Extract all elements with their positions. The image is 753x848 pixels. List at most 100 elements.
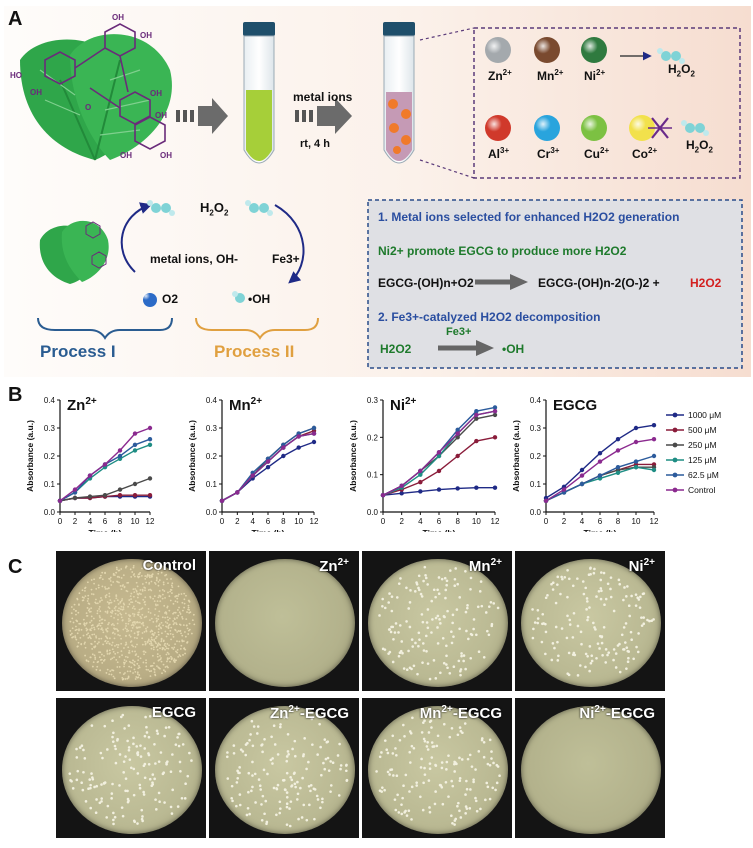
data-point xyxy=(281,453,286,459)
data-point xyxy=(147,442,153,447)
y-tick-label: 0.0 xyxy=(367,508,379,517)
data-point xyxy=(296,445,301,450)
mechanism-info-box xyxy=(367,199,743,369)
h2o2-label-active: H2O2 xyxy=(668,62,695,79)
process-arrow-1 xyxy=(176,98,228,134)
series-line-2 xyxy=(545,466,654,502)
legend-item: Control xyxy=(665,483,715,497)
cycle-arrow-right xyxy=(274,204,305,284)
data-point xyxy=(579,481,585,487)
data-point xyxy=(633,439,639,445)
process-2-label: Process II xyxy=(214,342,295,361)
equation-2-right: •OH xyxy=(502,342,525,356)
x-axis-label: Time (h) xyxy=(584,528,617,532)
y-tick-label: 0.3 xyxy=(367,396,379,405)
y-axis-label: Absorbance (a.u.) xyxy=(187,420,197,492)
plate-label: Mn2+-EGCG xyxy=(419,704,502,722)
data-point xyxy=(579,467,585,473)
inactive-co-label: Co2+ xyxy=(632,146,657,161)
data-point xyxy=(436,468,442,474)
x-tick-label: 8 xyxy=(616,517,621,526)
agar-plate xyxy=(368,559,508,687)
process-2-brace xyxy=(195,317,319,340)
y-tick-label: 0.3 xyxy=(530,424,542,433)
process-1-label: Process I xyxy=(40,342,116,361)
equation-left: EGCG-(OH)n+O2 xyxy=(378,276,474,290)
x-tick-label: 12 xyxy=(310,517,319,526)
data-point xyxy=(474,485,479,490)
x-tick-label: 0 xyxy=(220,517,225,526)
process-arrow-2 xyxy=(295,98,352,134)
equation-h2o2: H2O2 xyxy=(690,276,722,290)
active-zn-label: Zn2+ xyxy=(488,68,512,83)
x-axis-label: Time (h) xyxy=(423,528,456,532)
petri-dish-4: EGCG xyxy=(56,698,206,838)
legend-item: 125 μM xyxy=(665,453,717,467)
legend-item: 250 μM xyxy=(665,438,717,452)
data-point xyxy=(492,485,498,490)
y-tick-label: 0.0 xyxy=(530,508,542,517)
data-point xyxy=(543,498,549,503)
chart-title: Zn2+ xyxy=(67,396,97,414)
bacterial-colonies xyxy=(375,716,501,826)
data-point xyxy=(311,439,317,445)
legend-item: 500 μM xyxy=(665,423,717,437)
x-tick-label: 8 xyxy=(118,517,123,526)
data-point xyxy=(147,476,153,481)
y-tick-label: 0.1 xyxy=(367,471,379,480)
data-point xyxy=(561,487,567,492)
x-axis-label: Time (h) xyxy=(89,528,122,532)
svg-text:O: O xyxy=(85,103,91,112)
data-point xyxy=(265,459,271,464)
bacterial-colonies xyxy=(68,713,193,826)
data-point xyxy=(474,416,479,421)
data-point xyxy=(455,486,460,491)
data-point xyxy=(633,459,639,464)
data-point xyxy=(57,498,63,503)
data-point xyxy=(117,453,123,459)
data-point xyxy=(492,412,498,418)
y-tick-label: 0.2 xyxy=(367,433,379,442)
data-point xyxy=(132,493,138,498)
y-tick-label: 0.0 xyxy=(206,508,218,517)
agar-plate xyxy=(521,706,661,834)
x-tick-label: 6 xyxy=(266,517,271,526)
data-point xyxy=(296,434,301,439)
bacterial-colonies xyxy=(531,566,655,677)
data-point xyxy=(633,425,639,431)
green-tube-icon xyxy=(243,22,275,164)
data-point xyxy=(418,472,423,477)
x-tick-label: 2 xyxy=(562,517,567,526)
data-point xyxy=(615,465,621,470)
data-point xyxy=(132,448,138,453)
data-point xyxy=(436,487,442,492)
cycle-h2o2-label: H2O2 xyxy=(200,200,229,218)
legend-label: 62.5 μM xyxy=(688,470,719,480)
svg-text:OH: OH xyxy=(120,151,132,160)
data-point xyxy=(455,453,460,459)
data-point xyxy=(474,412,479,418)
plate-label: EGCG xyxy=(151,704,196,721)
data-point xyxy=(250,473,255,478)
legend-label: 1000 μM xyxy=(688,410,722,420)
svg-text:HO: HO xyxy=(10,71,22,80)
legend-label: 500 μM xyxy=(688,425,717,435)
agar-plate xyxy=(62,706,202,834)
x-tick-label: 4 xyxy=(250,517,255,526)
y-axis-label: Absorbance (a.u.) xyxy=(25,420,35,492)
active-ni-label: Ni2+ xyxy=(584,68,605,83)
data-point xyxy=(147,425,153,431)
data-point xyxy=(474,409,479,414)
data-point xyxy=(102,462,108,467)
data-point xyxy=(492,405,498,410)
data-point xyxy=(380,493,386,498)
data-point xyxy=(615,437,621,442)
data-point xyxy=(87,473,93,478)
bacterial-colonies xyxy=(378,565,500,681)
data-point xyxy=(633,465,639,470)
data-point xyxy=(117,487,123,492)
data-point xyxy=(418,479,423,485)
h2o2-molecule-icon-2 xyxy=(681,120,709,136)
data-point xyxy=(492,409,498,414)
svg-text:OH: OH xyxy=(150,89,162,98)
